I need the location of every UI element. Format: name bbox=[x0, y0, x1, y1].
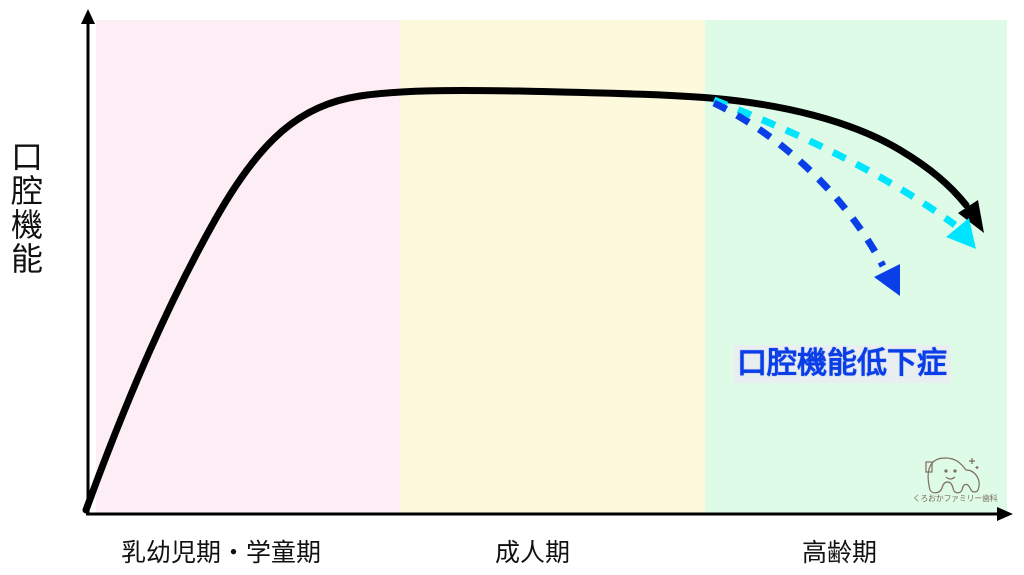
y-axis bbox=[81, 9, 95, 514]
clinic-watermark: くろおかファミリー歯科 bbox=[905, 450, 1005, 510]
tooth-logo-icon bbox=[925, 457, 980, 494]
x-label-childhood: 乳幼児期・学童期 bbox=[121, 538, 322, 567]
mild-decline-arrowhead-icon bbox=[946, 218, 976, 249]
x-label-adulthood: 成人期 bbox=[495, 538, 571, 567]
clinic-watermark-text: くろおかファミリー歯科 bbox=[912, 494, 998, 503]
mild-decline-dashed-curve bbox=[712, 96, 958, 228]
y-axis-label: 口 腔 機 能 bbox=[9, 140, 45, 276]
oral-function-curve bbox=[82, 87, 970, 514]
y-axis-arrow-icon bbox=[81, 9, 95, 24]
band-adulthood bbox=[400, 20, 705, 514]
y-axis-label-char: 口 bbox=[10, 138, 43, 176]
x-axis-arrow-icon bbox=[997, 507, 1013, 521]
oral-hypofunction-callout: 口腔機能低下症 bbox=[733, 345, 951, 383]
band-childhood bbox=[96, 20, 400, 514]
x-axis bbox=[86, 507, 1013, 521]
x-label-elderly: 高齢期 bbox=[802, 538, 878, 567]
y-axis-label-char: 腔 bbox=[10, 172, 43, 210]
y-axis-label-char: 能 bbox=[10, 240, 43, 278]
severe-decline-dashed-curve bbox=[712, 99, 887, 268]
y-axis-label-char: 機 bbox=[10, 206, 43, 244]
severe-decline-arrowhead-icon bbox=[874, 264, 900, 296]
curve-arrowhead-icon bbox=[958, 200, 984, 233]
